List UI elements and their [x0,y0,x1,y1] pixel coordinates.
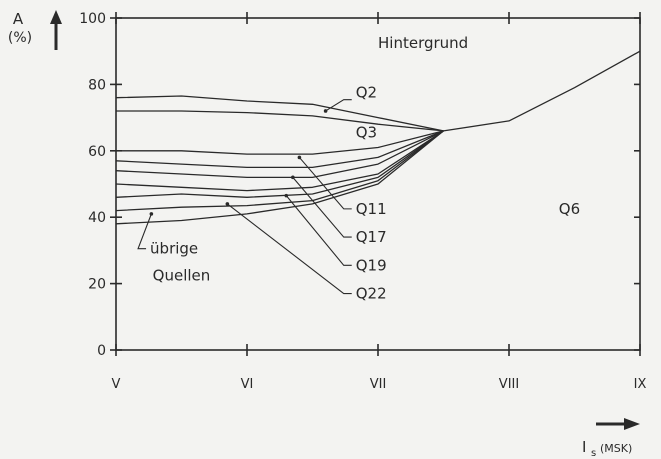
series-line-5 [115,130,444,179]
annotation-leader [137,213,152,250]
annotation-label: übrige [150,240,198,258]
x-tick-label: VII [370,377,387,392]
annotation-label: Q3 [356,124,377,142]
y-axis-arrow-icon [50,10,62,50]
y-axis-label-letter: A [13,10,24,28]
x-tick-label: VIII [499,377,519,392]
y-axis-label-unit: (%) [8,30,32,46]
y-tick-label: 20 [88,277,106,293]
y-tick-label: 80 [88,77,106,93]
chart-series [115,50,641,225]
annotation-label: Q6 [559,200,580,218]
annotation-point [284,193,289,198]
annotation-label: Quellen [153,266,211,284]
x-tick-label: IX [634,377,647,392]
series-line-3 [116,130,444,155]
annotation-leader [285,195,352,266]
annotation-leader [325,99,352,112]
annotation-point [297,155,302,160]
x-tick-label: VI [241,377,254,392]
x-axis-label-subscript: s [591,448,596,459]
y-tick-label: 0 [97,343,106,359]
x-tick-label: V [112,377,121,392]
annotation-point [323,109,328,113]
annotation-leader [227,203,352,295]
annotation-label: Q22 [356,285,387,303]
annotation-label: Q19 [356,256,387,274]
annotation-label: Hintergrund [378,34,468,52]
series-line-9 [115,130,444,225]
series-line-2 [116,110,444,132]
annotation-label: Q2 [356,84,377,102]
annotation-point [149,212,154,216]
series-line-1 [115,95,444,132]
y-tick-label: 100 [79,11,106,27]
x-axis-arrow-icon [596,418,640,430]
x-axis-label-scale: (MSK) [600,442,632,455]
series-line-7 [115,130,444,198]
x-axis-label-main: I [582,438,586,456]
y-tick-label: 60 [88,144,106,160]
annotation-label: Q11 [356,200,387,218]
annotation-leader [292,177,352,238]
series-line-8 [115,130,444,212]
series-line-4 [115,130,444,169]
chart-axes: 0 20 40 60 80 100 V VI VII VIII IX [79,11,646,392]
annotation-point [225,202,230,206]
annotation-point [291,175,295,180]
chart-annotations: Hintergrund Q2 Q3 Q6 Q11 Q17 Q19 Q22 übrige Quell… [137,34,580,303]
annotation-leader [298,157,352,210]
y-tick-label: 40 [88,210,106,226]
series-line-6 [115,130,444,192]
series-line-10 [443,50,641,132]
annotation-label: Q17 [356,228,387,246]
